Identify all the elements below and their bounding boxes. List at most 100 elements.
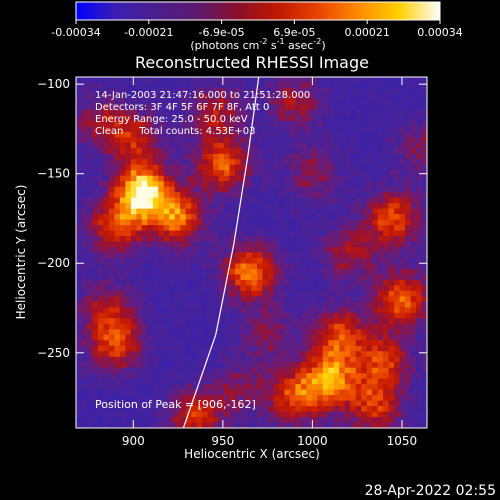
heatmap-cell	[295, 159, 302, 166]
heatmap-cell	[76, 120, 83, 127]
heatmap-cell	[350, 301, 357, 308]
heatmap-cell	[350, 219, 357, 226]
heatmap-cell	[416, 252, 423, 259]
heatmap-cell	[103, 411, 110, 418]
heatmap-cell	[262, 197, 269, 204]
heatmap-cell	[174, 236, 181, 243]
heatmap-cell	[224, 378, 231, 385]
heatmap-cell	[416, 236, 423, 243]
heatmap-cell	[202, 417, 209, 424]
heatmap-cell	[300, 422, 307, 428]
heatmap-cell	[213, 290, 220, 297]
heatmap-cell	[174, 301, 181, 308]
heatmap-cell	[350, 87, 357, 95]
heatmap-cell	[218, 329, 225, 336]
heatmap-cell	[147, 411, 154, 418]
heatmap-cell	[152, 104, 159, 111]
heatmap-cell	[130, 131, 137, 138]
heatmap-cell	[152, 406, 159, 413]
heatmap-cell	[289, 285, 296, 292]
heatmap-cell	[202, 241, 209, 248]
heatmap-cell	[191, 252, 198, 259]
heatmap-cell	[300, 203, 307, 210]
heatmap-cell	[218, 285, 225, 292]
heatmap-cell	[251, 334, 258, 341]
heatmap-cell	[383, 181, 390, 188]
heatmap-cell	[410, 241, 417, 248]
heatmap-cell	[81, 247, 88, 254]
heatmap-cell	[399, 120, 406, 127]
heatmap-cell	[81, 109, 88, 116]
heatmap-cell	[284, 214, 291, 221]
heatmap-cell	[125, 384, 132, 391]
heatmap-cell	[147, 252, 154, 259]
heatmap-cell	[169, 296, 176, 303]
heatmap-cell	[92, 77, 99, 84]
heatmap-cell	[306, 290, 313, 297]
colorbar	[75, 1, 441, 21]
heatmap-cell	[251, 345, 258, 352]
heatmap-cell	[92, 170, 99, 177]
heatmap-cell	[224, 356, 231, 363]
heatmap-cell	[361, 230, 368, 237]
heatmap-cell	[229, 340, 236, 347]
heatmap-cell	[311, 373, 318, 380]
heatmap-cell	[344, 345, 351, 352]
heatmap-cell	[218, 148, 225, 155]
heatmap-cell	[86, 225, 94, 232]
heatmap-cell	[416, 400, 423, 407]
heatmap-cell	[339, 279, 346, 286]
heatmap-cell	[372, 153, 379, 160]
heatmap-cell	[235, 104, 242, 111]
heatmap-cell	[372, 351, 379, 358]
heatmap-cell	[278, 77, 285, 84]
heatmap-cell	[141, 406, 148, 413]
heatmap-cell	[328, 93, 335, 100]
heatmap-cell	[92, 137, 99, 144]
heatmap-cell	[246, 241, 253, 248]
heatmap-cell	[399, 263, 406, 270]
heatmap-cell	[224, 153, 231, 160]
heatmap-cell	[76, 290, 83, 297]
heatmap-cell	[262, 208, 269, 215]
heatmap-cell	[235, 77, 242, 84]
heatmap-cell	[273, 417, 280, 424]
heatmap-cell	[366, 373, 373, 380]
heatmap-cell	[103, 159, 110, 166]
heatmap-cell	[267, 301, 275, 308]
heatmap-cell	[81, 148, 88, 155]
heatmap-cell	[136, 417, 143, 424]
heatmap-cell	[256, 137, 264, 144]
heatmap-cell	[103, 104, 110, 111]
heatmap-cell	[317, 203, 324, 210]
heatmap-cell	[141, 153, 148, 160]
heatmap-cell	[317, 417, 324, 424]
heatmap-cell	[213, 252, 220, 259]
heatmap-cell	[235, 120, 242, 127]
heatmap-cell	[383, 312, 390, 319]
heatmap-cell	[383, 104, 390, 111]
heatmap-cell	[224, 87, 231, 95]
heatmap-cell	[196, 197, 203, 204]
heatmap-cell	[185, 334, 192, 341]
heatmap-cell	[295, 378, 302, 385]
heatmap-cell	[81, 367, 88, 374]
heatmap-cell	[410, 373, 417, 380]
heatmap-cell	[383, 159, 390, 166]
heatmap-cell	[267, 274, 275, 281]
heatmap-cell	[256, 318, 264, 325]
heatmap-cell	[130, 197, 137, 204]
heatmap-cell	[405, 411, 412, 418]
heatmap-cell	[399, 285, 406, 292]
heatmap-cell	[262, 290, 269, 297]
heatmap-cell	[114, 170, 121, 177]
heatmap-cell	[141, 82, 148, 89]
heatmap-cell	[158, 257, 165, 265]
heatmap-cell	[169, 257, 176, 265]
heatmap-cell	[262, 323, 269, 330]
heatmap-cell	[273, 367, 280, 374]
heatmap-cell	[207, 225, 214, 232]
heatmap-cell	[229, 323, 236, 330]
heatmap-cell	[174, 373, 181, 380]
heatmap-cell	[235, 296, 242, 303]
